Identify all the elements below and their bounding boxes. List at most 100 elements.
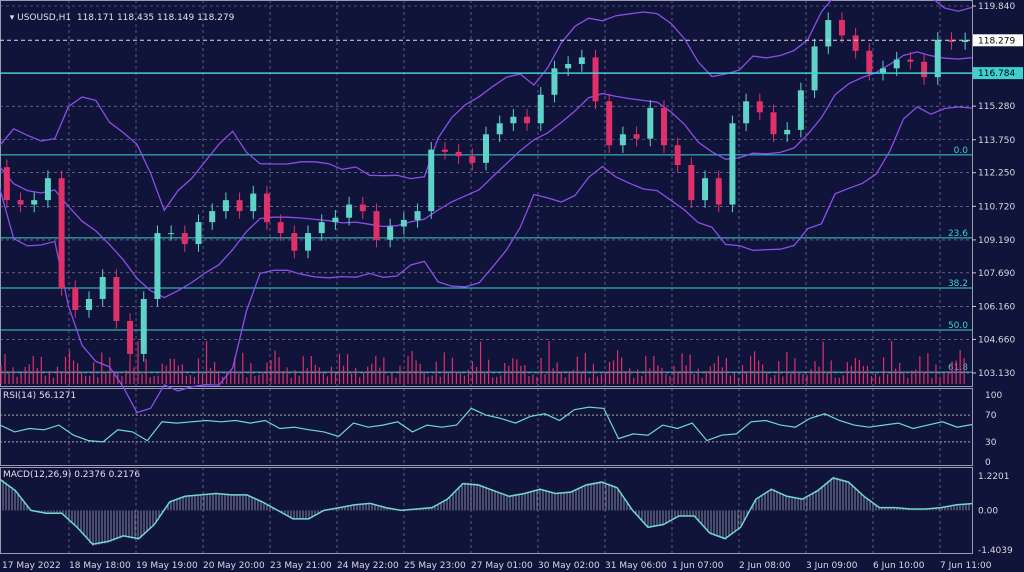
close-value: 118.279 [197,13,235,23]
date-tick-label: 18 May 18:00 [69,561,131,571]
fib-level-label: 50.0 [948,321,968,331]
candle-body [400,219,407,227]
low-value: 118.149 [157,13,195,23]
candle-body [907,59,914,62]
rsi-tick-label: 30 [985,438,997,448]
price-tick-label: 106.160 [978,302,1015,312]
candle-body [85,298,92,310]
candle-body [962,40,969,43]
candle-body [222,200,229,212]
panel-frame-2 [0,467,973,554]
date-tick-label: 30 May 02:00 [538,561,600,571]
price-tick-label: 113.750 [978,136,1015,146]
chart-header: ▾ USOUSD,H1 118.171 118.435 118.149 118.… [4,3,235,23]
candle-body [44,178,51,201]
macd-tick-label: -1.4039 [978,546,1013,556]
candle-body [688,165,695,201]
candle-body [551,68,558,95]
candle-body [633,134,640,139]
candle-body [852,35,859,51]
candle-body [660,107,667,146]
candle-body [31,200,38,205]
rsi-tick-label: 0 [985,458,991,468]
candle-body [496,123,503,135]
price-tick-label: 107.690 [978,269,1015,279]
candle-body [811,46,818,91]
candle-body [305,233,312,251]
candle-body [647,107,654,139]
candle-body [263,193,270,223]
price-tick-label: 110.720 [978,202,1015,212]
candle-body [592,57,599,102]
open-value: 118.171 [76,13,115,23]
date-tick-label: 2 Jun 08:00 [739,561,791,571]
candle-body [3,167,10,201]
candle-body [756,101,763,113]
macd-signal-line [0,477,973,546]
high-value: 118.435 [116,13,155,23]
candle-body [387,226,394,240]
candle-body [414,211,421,220]
panel-frame-1 [0,388,973,466]
bollinger-middle [0,51,973,299]
rsi-tick-label: 100 [985,391,1002,401]
candle-body [715,178,722,205]
rsi-title: RSI(14) 56.1271 [3,391,77,401]
dropdown-triangle-icon[interactable]: ▾ [9,13,18,23]
candle-body [195,222,202,245]
candle-body [606,101,613,146]
date-tick-label: 27 May 01:00 [471,561,533,571]
candle-body [277,222,284,234]
bollinger-lower [0,106,973,414]
date-tick-label: 19 May 19:00 [136,561,198,571]
symbol-label: USOUSD,H1 [17,13,72,23]
candle-body [578,57,585,64]
current-price-label: 118.279 [978,36,1015,46]
price-tick-label: 119.840 [978,2,1015,12]
candle-body [209,211,216,223]
panel-frame-0 [0,0,973,387]
fib-level-label: 0.0 [954,146,969,156]
candle-body [674,145,681,166]
date-tick-label: 6 Jun 10:00 [873,561,925,571]
candle-body [948,39,955,43]
price-tick-label: 103.130 [978,369,1015,379]
candle-body [921,61,928,78]
candle-body [168,233,175,235]
candle-body [893,59,900,69]
candle-body [291,233,298,251]
candle-body [181,233,188,245]
macd-tick-label: 1.2201 [978,472,1010,482]
price-tick-label: 109.190 [978,236,1015,246]
candle-body [140,298,147,354]
candle-body [441,149,448,152]
candle-body [99,277,106,299]
date-tick-label: 24 May 22:00 [337,561,399,571]
price-tick-label: 112.250 [978,169,1015,179]
date-tick-label: 7 Jun 11:00 [940,561,992,571]
rsi-line [0,406,973,443]
horizontal-level-label: 116.784 [978,69,1015,79]
candle-body [729,123,736,205]
bollinger-upper [0,0,973,212]
horizontal-level-tag [973,67,1023,80]
candle-body [838,20,845,36]
candle-body [510,116,517,124]
date-tick-label: 1 Jun 07:00 [672,561,724,571]
candle-body [113,277,120,321]
candle-body [359,204,366,212]
date-tick-label: 17 May 2022 [2,561,61,571]
date-tick-label: 25 May 23:00 [404,561,466,571]
candle-body [702,178,709,201]
candle-body [797,90,804,130]
candle-body [455,151,462,157]
candle-body [17,200,24,205]
candle-body [373,211,380,240]
candle-body [770,112,777,135]
candle-body [250,193,257,212]
date-tick-label: 20 May 20:00 [203,561,265,571]
date-tick-label: 31 May 06:00 [605,561,667,571]
rsi-tick-label: 70 [985,411,997,421]
candle-body [524,116,531,124]
